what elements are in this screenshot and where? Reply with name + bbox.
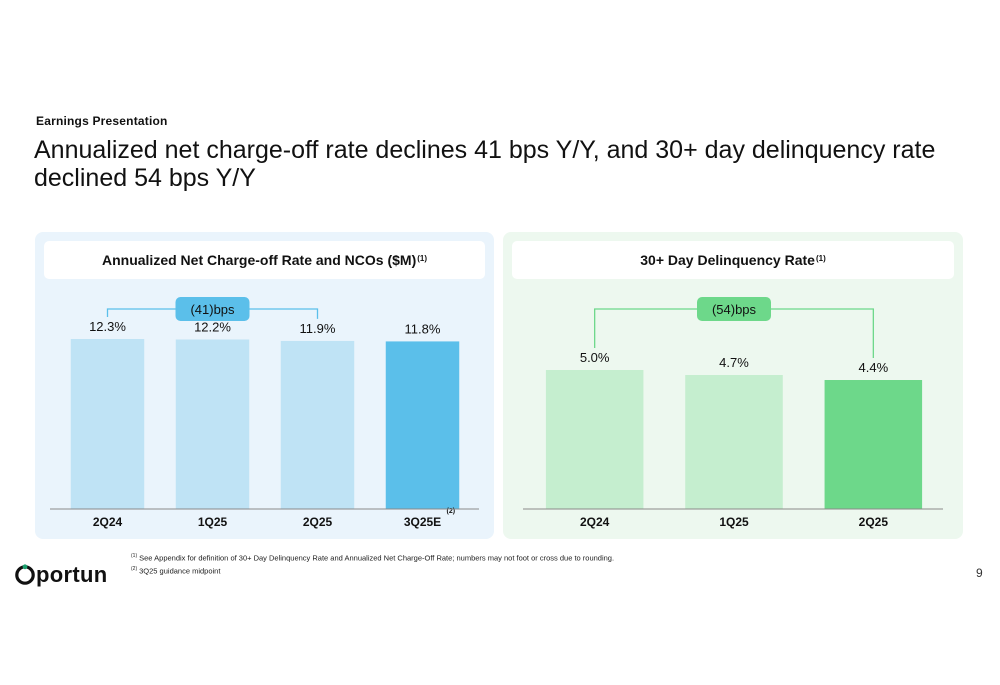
footnotes: (1) See Appendix for definition of 30+ Da… bbox=[131, 551, 614, 576]
ncos-chart-panel: Annualized Net Charge-off Rate and NCOs … bbox=[35, 232, 494, 539]
delinquency-chart-title-text: 30+ Day Delinquency Rate bbox=[640, 252, 815, 268]
ncos-chart-title: Annualized Net Charge-off Rate and NCOs … bbox=[44, 241, 485, 279]
ncos-change-callout-label: (41)bps bbox=[190, 302, 235, 317]
delinquency-tick-label-2q24: 2Q24 bbox=[580, 515, 610, 529]
oportun-logo: portun bbox=[14, 560, 107, 590]
delinquency-data-label-2q25: 4.4% bbox=[859, 360, 889, 375]
footnote-2-text: 3Q25 guidance midpoint bbox=[139, 566, 221, 575]
delinquency-chart-title-footnote: (1) bbox=[815, 253, 826, 263]
footnote-1-text: See Appendix for definition of 30+ Day D… bbox=[139, 553, 615, 563]
logo-mark-icon bbox=[15, 564, 35, 585]
footnote-2: (2) 3Q25 guidance midpoint bbox=[131, 564, 614, 577]
delinquency-bar-2q24 bbox=[545, 370, 644, 509]
ncos-data-label-2q24: 12.3% bbox=[89, 319, 126, 334]
page-number: 9 bbox=[976, 566, 983, 580]
ncos-tick-label-2q24: 2Q24 bbox=[93, 515, 123, 529]
ncos-bar-1q25 bbox=[175, 339, 250, 509]
delinquency-bar-2q25 bbox=[824, 380, 923, 509]
footnote-1: (1) See Appendix for definition of 30+ Da… bbox=[131, 551, 614, 564]
delinquency-bar-1q25 bbox=[685, 375, 783, 509]
ncos-data-label-2q25: 11.9% bbox=[300, 321, 336, 336]
footnote-2-mark: (2) bbox=[131, 565, 138, 572]
delinquency-change-callout bbox=[697, 297, 771, 321]
delinquency-data-label-2q24: 5.0% bbox=[580, 350, 610, 365]
ncos-change-callout bbox=[175, 297, 250, 321]
delinquency-data-label-1q25: 4.7% bbox=[719, 355, 749, 370]
ncos-chart-title-text: Annualized Net Charge-off Rate and NCOs … bbox=[101, 252, 417, 268]
delinquency-chart-title: 30+ Day Delinquency Rate (1) bbox=[512, 241, 954, 279]
ncos-tick-label-2q25: 2Q25 bbox=[303, 515, 333, 529]
ncos-data-label-1q25: 12.2% bbox=[194, 319, 231, 334]
ncos-bar-3q25e bbox=[385, 341, 460, 509]
delinquency-change-callout-label: (54)bps bbox=[712, 302, 757, 317]
eyebrow-label: Earnings Presentation bbox=[36, 114, 168, 128]
ncos-bar-2q25 bbox=[280, 340, 355, 509]
ncos-bar-chart: 12.3% 2Q24 12.2% 1Q25 11.9% 2Q25 11.8% 3Q25E (2)… bbox=[50, 297, 479, 529]
delinquency-tick-label-2q25: 2Q25 bbox=[859, 515, 889, 529]
ncos-tick-label-3q25e: 3Q25E bbox=[404, 515, 441, 529]
ncos-data-label-3q25e: 11.8% bbox=[405, 321, 441, 336]
ncos-tick-label-1q25: 1Q25 bbox=[198, 515, 228, 529]
page-title: Annualized net charge-off rate declines … bbox=[34, 136, 936, 192]
ncos-bar-2q24 bbox=[70, 339, 145, 509]
ncos-chart-title-footnote: (1) bbox=[417, 253, 428, 263]
delinquency-chart-panel: 30+ Day Delinquency Rate (1) 5.0% 2Q24 4.7%… bbox=[503, 232, 963, 539]
logo-text: portun bbox=[36, 562, 108, 587]
ncos-tick-footnote-3q25e: (2) bbox=[447, 508, 456, 515]
footnote-1-mark: (1) bbox=[131, 553, 138, 559]
delinquency-bar-chart: 5.0% 2Q24 4.7% 1Q25 4.4% 2Q25 (54)bps bbox=[523, 297, 943, 529]
delinquency-tick-label-1q25: 1Q25 bbox=[719, 515, 749, 529]
